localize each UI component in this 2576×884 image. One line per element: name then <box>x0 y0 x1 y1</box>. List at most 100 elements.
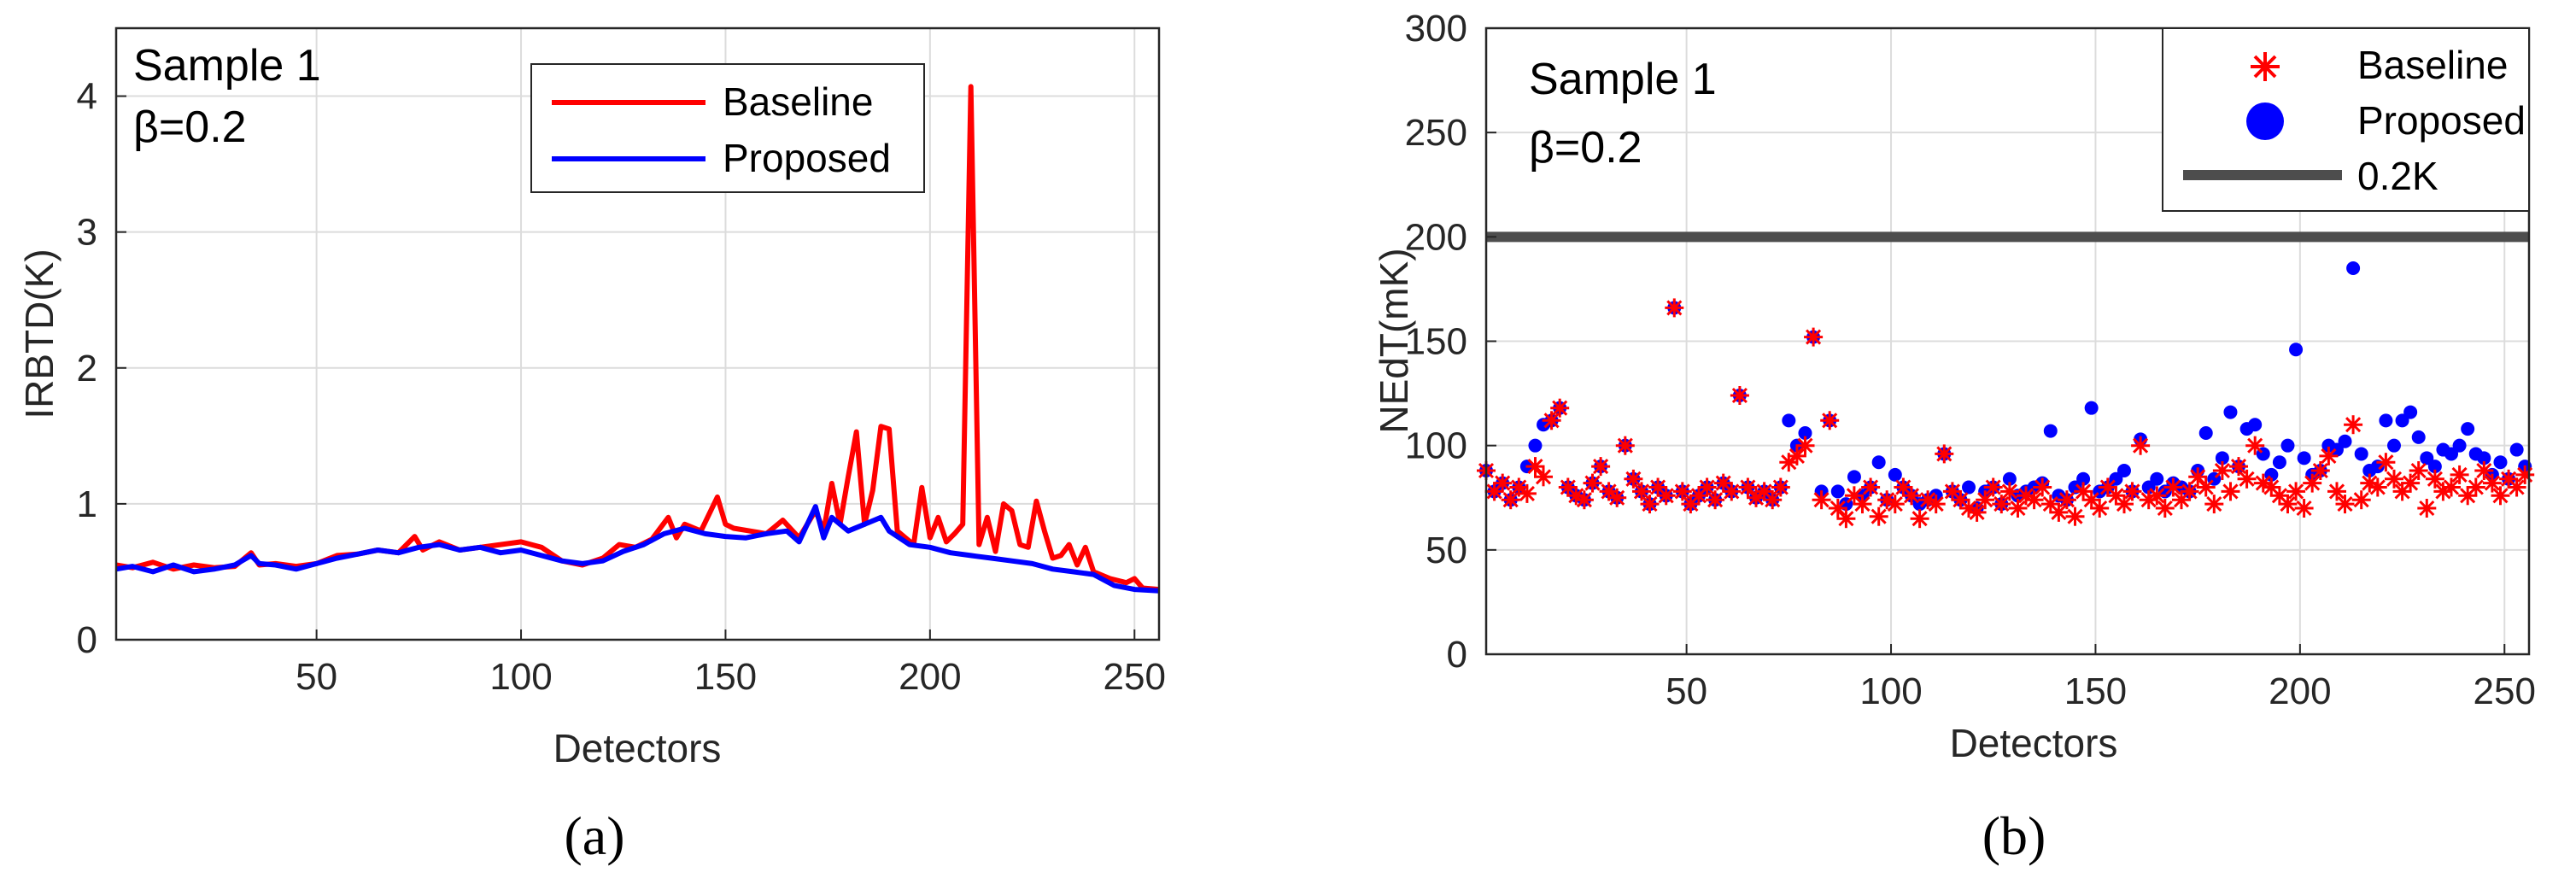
point-baseline <box>1738 477 1758 497</box>
point-proposed <box>2386 438 2401 453</box>
point-baseline <box>2033 477 2052 497</box>
legend-b-proposed-label: Proposed <box>2357 98 2526 143</box>
point-baseline <box>2245 436 2265 455</box>
point-baseline <box>2229 457 2248 477</box>
chart-b-xtick-label: 100 <box>1859 670 1922 712</box>
point-baseline <box>2466 477 2485 497</box>
point-baseline <box>2385 469 2403 489</box>
point-baseline <box>2163 477 2183 497</box>
point-proposed <box>2084 401 2099 415</box>
point-baseline <box>2008 499 2028 518</box>
legend-b-baseline-label: Baseline <box>2357 43 2508 87</box>
legend-b-threshold-label: 0.2K <box>2357 154 2438 198</box>
point-baseline <box>1697 477 1717 497</box>
point-baseline <box>1713 473 1733 493</box>
legend-a-baseline-label: Baseline <box>723 79 873 124</box>
point-baseline <box>1885 495 1905 514</box>
chart-a-ytick-label: 0 <box>77 619 97 661</box>
point-baseline <box>1935 444 1954 464</box>
point-baseline <box>2155 499 2175 518</box>
point-baseline <box>1501 490 1520 510</box>
point-baseline <box>2507 477 2526 497</box>
chart-a-xtick-label: 200 <box>899 656 961 698</box>
point-baseline <box>1525 457 1545 477</box>
point-baseline <box>2515 465 2535 484</box>
point-proposed <box>2215 451 2229 465</box>
point-baseline <box>1656 486 1676 506</box>
point-proposed <box>2452 438 2467 453</box>
chart-b-ytick-label: 50 <box>1426 530 1467 571</box>
point-proposed <box>2346 261 2361 275</box>
point-baseline <box>2049 502 2069 522</box>
chart-a: 50 100 150 200 250 0 1 2 3 4 Detectors IRBTD(K) S… <box>17 26 1166 866</box>
legend-a-proposed-label: Proposed <box>723 136 891 180</box>
point-baseline <box>2344 415 2363 435</box>
point-proposed <box>2420 451 2434 465</box>
point-baseline <box>2057 490 2076 510</box>
point-proposed <box>2444 447 2459 461</box>
point-baseline <box>1722 482 1742 501</box>
point-baseline <box>2098 477 2117 497</box>
point-proposed <box>1528 438 1543 453</box>
panel-label-b: (b) <box>1982 805 2046 866</box>
chart-b-ytick-label: 100 <box>1405 425 1467 467</box>
point-proposed <box>1782 413 1796 428</box>
point-baseline <box>1583 473 1602 493</box>
point-baseline <box>1624 469 1643 489</box>
legend-b-proposed-swatch <box>2246 102 2284 140</box>
chart-a-annotation-sample: Sample 1 <box>133 41 321 91</box>
point-baseline <box>2131 436 2151 455</box>
point-baseline <box>1795 436 1815 455</box>
point-baseline <box>2376 453 2396 472</box>
point-baseline <box>1574 490 1594 510</box>
chart-b-xtick-label: 250 <box>2474 670 2536 712</box>
point-baseline <box>1992 495 2011 514</box>
point-baseline <box>2409 461 2428 480</box>
chart-a-ylabel: IRBTD(K) <box>17 249 61 419</box>
point-baseline <box>2204 495 2224 514</box>
point-baseline <box>2237 469 2257 489</box>
point-baseline <box>2212 461 2232 480</box>
point-proposed <box>2002 471 2017 486</box>
chart-a-xtick-label: 50 <box>296 656 337 698</box>
point-baseline <box>2286 482 2306 501</box>
point-proposed <box>2297 451 2311 465</box>
point-baseline <box>1861 477 1881 497</box>
point-baseline <box>1517 483 1537 503</box>
point-baseline <box>1493 473 1513 493</box>
point-proposed <box>1888 467 1902 482</box>
chart-b-xlabel: Detectors <box>1950 721 2118 765</box>
point-baseline <box>2450 465 2469 484</box>
point-baseline <box>2024 490 2044 510</box>
point-baseline <box>1983 477 2003 497</box>
point-baseline <box>2491 486 2510 506</box>
point-baseline <box>1812 490 1831 510</box>
chart-a-xlabel: Detectors <box>553 726 722 770</box>
point-baseline <box>1828 499 1847 518</box>
point-baseline <box>1926 495 1946 514</box>
point-proposed <box>2379 413 2393 428</box>
point-baseline <box>2196 477 2216 497</box>
point-baseline <box>2482 473 2502 493</box>
chart-b-ytick-label: 150 <box>1405 321 1467 363</box>
point-baseline <box>2417 499 2437 518</box>
point-baseline <box>1902 486 1921 506</box>
point-baseline <box>2278 495 2298 514</box>
chart-b-ticks: 50 100 150 200 250 0 50 100 150 200 250 300 <box>1405 8 2536 712</box>
point-baseline <box>2147 486 2167 506</box>
point-baseline <box>2065 506 2085 526</box>
point-proposed <box>2043 424 2058 438</box>
point-baseline <box>2360 473 2380 493</box>
point-baseline <box>2294 499 2314 518</box>
point-proposed <box>2395 413 2409 428</box>
point-proposed <box>2403 405 2418 419</box>
point-proposed <box>2338 434 2352 448</box>
point-baseline <box>2368 477 2387 497</box>
legend-b-baseline-swatch <box>2251 52 2280 81</box>
point-baseline <box>2172 490 2191 510</box>
point-baseline <box>1771 477 1790 497</box>
chart-b-xtick-label: 50 <box>1666 670 1707 712</box>
point-baseline <box>1509 477 1529 497</box>
point-baseline <box>1976 490 1995 510</box>
